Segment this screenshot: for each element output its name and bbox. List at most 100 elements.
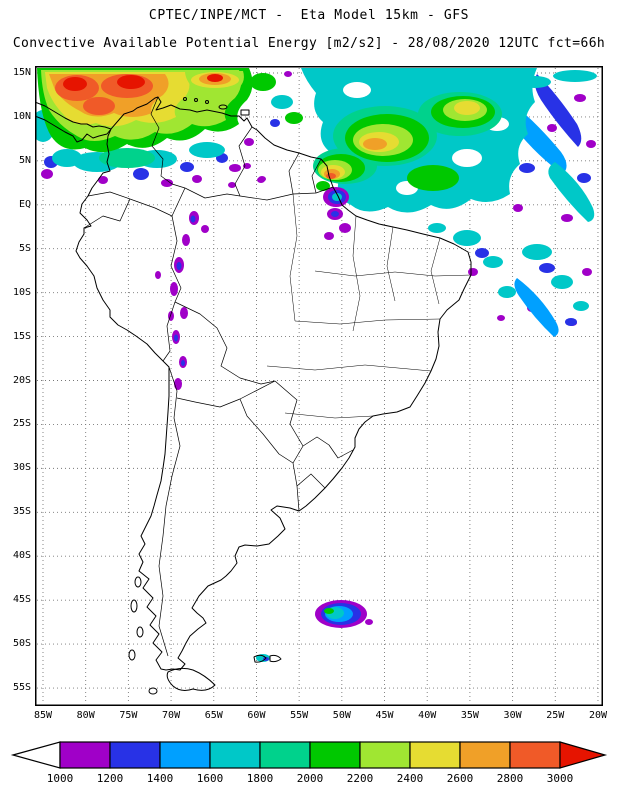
cape-contour [180,162,194,172]
lat-tick-label: 10N [12,110,31,122]
island-chile-coast [134,576,142,588]
lat-tick-label: EQ [18,198,31,210]
island-dot [183,97,187,101]
border-chile-argentina [158,366,181,657]
colorbar-scale [10,741,608,769]
border-paraguay-west [239,380,276,400]
lon-tick-label: 85W [33,710,53,721]
cape-contour [453,230,481,246]
lat-tick-label: 20S [12,374,31,386]
island-chile-coast [148,687,158,695]
island-falkland-east [269,654,282,663]
cape-contour [534,74,582,147]
island-trinidad [240,109,250,116]
colorbar-labels: 1000 1200 1400 1600 1800 2000 2200 2400 2600 2800… [10,741,608,785]
cape-contour [228,182,236,188]
lon-tick-label: 75W [119,710,138,721]
cape-contour [99,148,155,168]
cape-contour [192,175,202,183]
cape-contour [174,378,182,390]
cape-contour [326,173,336,179]
cape-contour [174,334,178,342]
border-paraguay-east [274,380,304,464]
cape-contour [553,70,597,82]
border-colombia-peru-brazil [129,187,186,217]
colorbar-tick-label: 1400 [146,772,174,785]
cape-contour [586,140,596,148]
border-peru-bolivia [162,301,176,362]
border-ecuador-peru [83,198,131,229]
cape-contour [547,124,557,132]
coastline-central-america [36,101,112,143]
lat-tick-label: 40S [12,550,31,562]
colorbar-tick-label: 2400 [396,772,424,785]
brazil-state-border [266,364,432,372]
brazil-state-border [386,226,396,302]
colorbar-tick-label: 1000 [46,772,74,785]
cape-contour [365,619,373,625]
colorbar-segment [359,741,411,769]
cape-contour [324,608,334,614]
map-frame [35,66,603,706]
border-brazil-north [184,186,334,201]
lat-tick-label: 5N [18,154,31,166]
lon-tick-label: 20W [588,710,607,721]
cape-contour [243,163,251,169]
colorbar-tick-label: 2800 [496,772,524,785]
cape-contour [514,278,559,337]
island-falkland-west [253,654,267,663]
colorbar-segment [209,741,261,769]
island-chile-coast [136,626,144,638]
cape-contour [117,75,145,89]
border-peru-brazil [170,215,182,303]
cape-contour [271,95,293,109]
cape-contour [98,176,108,184]
colorbar-segment [259,741,311,769]
cape-contour [229,164,241,172]
border-bolivia-argentina [176,397,241,408]
cape-contour [181,360,185,366]
cape-contour [180,307,188,319]
cape-contour [483,256,503,268]
product-title: Convective Available Potential Energy [m… [12,36,606,51]
cape-contour [182,234,190,246]
lat-tick-label: 25S [12,418,31,430]
cape-contour [63,77,87,91]
lon-tick-label: 50W [332,710,351,721]
cape-contour [324,232,334,240]
cape-contour [339,223,351,233]
border-colombia-ecuador [87,191,131,200]
lon-tick-label: 40W [418,710,437,721]
colorbar-tick-label: 1600 [196,772,224,785]
coastline-south-america [75,96,472,671]
colorbar-tick-label: 2600 [446,772,474,785]
coastlines [36,96,472,695]
colorbar-segment [109,741,161,769]
cape-contour [513,204,523,212]
cape-contour [574,94,586,102]
cape-contour [498,286,516,298]
cape-contour [133,168,149,180]
cape-contour [343,82,371,98]
lat-tick-label: 15S [12,330,31,342]
cape-contour [577,173,591,183]
map-canvas [35,66,603,706]
lat-tick-label: 45S [12,594,31,606]
border-suriname-guiana [311,158,322,194]
border-venezuela-guyana [234,126,253,197]
brazil-state-border [289,193,298,322]
brazil-state-border [284,412,374,419]
lon-tick-label: 80W [76,710,95,721]
lon-tick-label: 30W [503,710,522,721]
brazil-state-border [430,237,441,305]
cape-contour [258,176,266,182]
lat-tick-label: 5S [18,242,31,254]
cape-contour [284,71,292,77]
colorbar-tick-label: 2000 [296,772,324,785]
lon-tick-label: 25W [546,710,565,721]
cape-contour [452,149,482,167]
lon-tick-label: 55W [290,710,309,721]
colorbar-segment [159,741,211,769]
colorbar: 1000 1200 1400 1600 1800 2000 2200 2400 2600 2800… [10,741,608,793]
